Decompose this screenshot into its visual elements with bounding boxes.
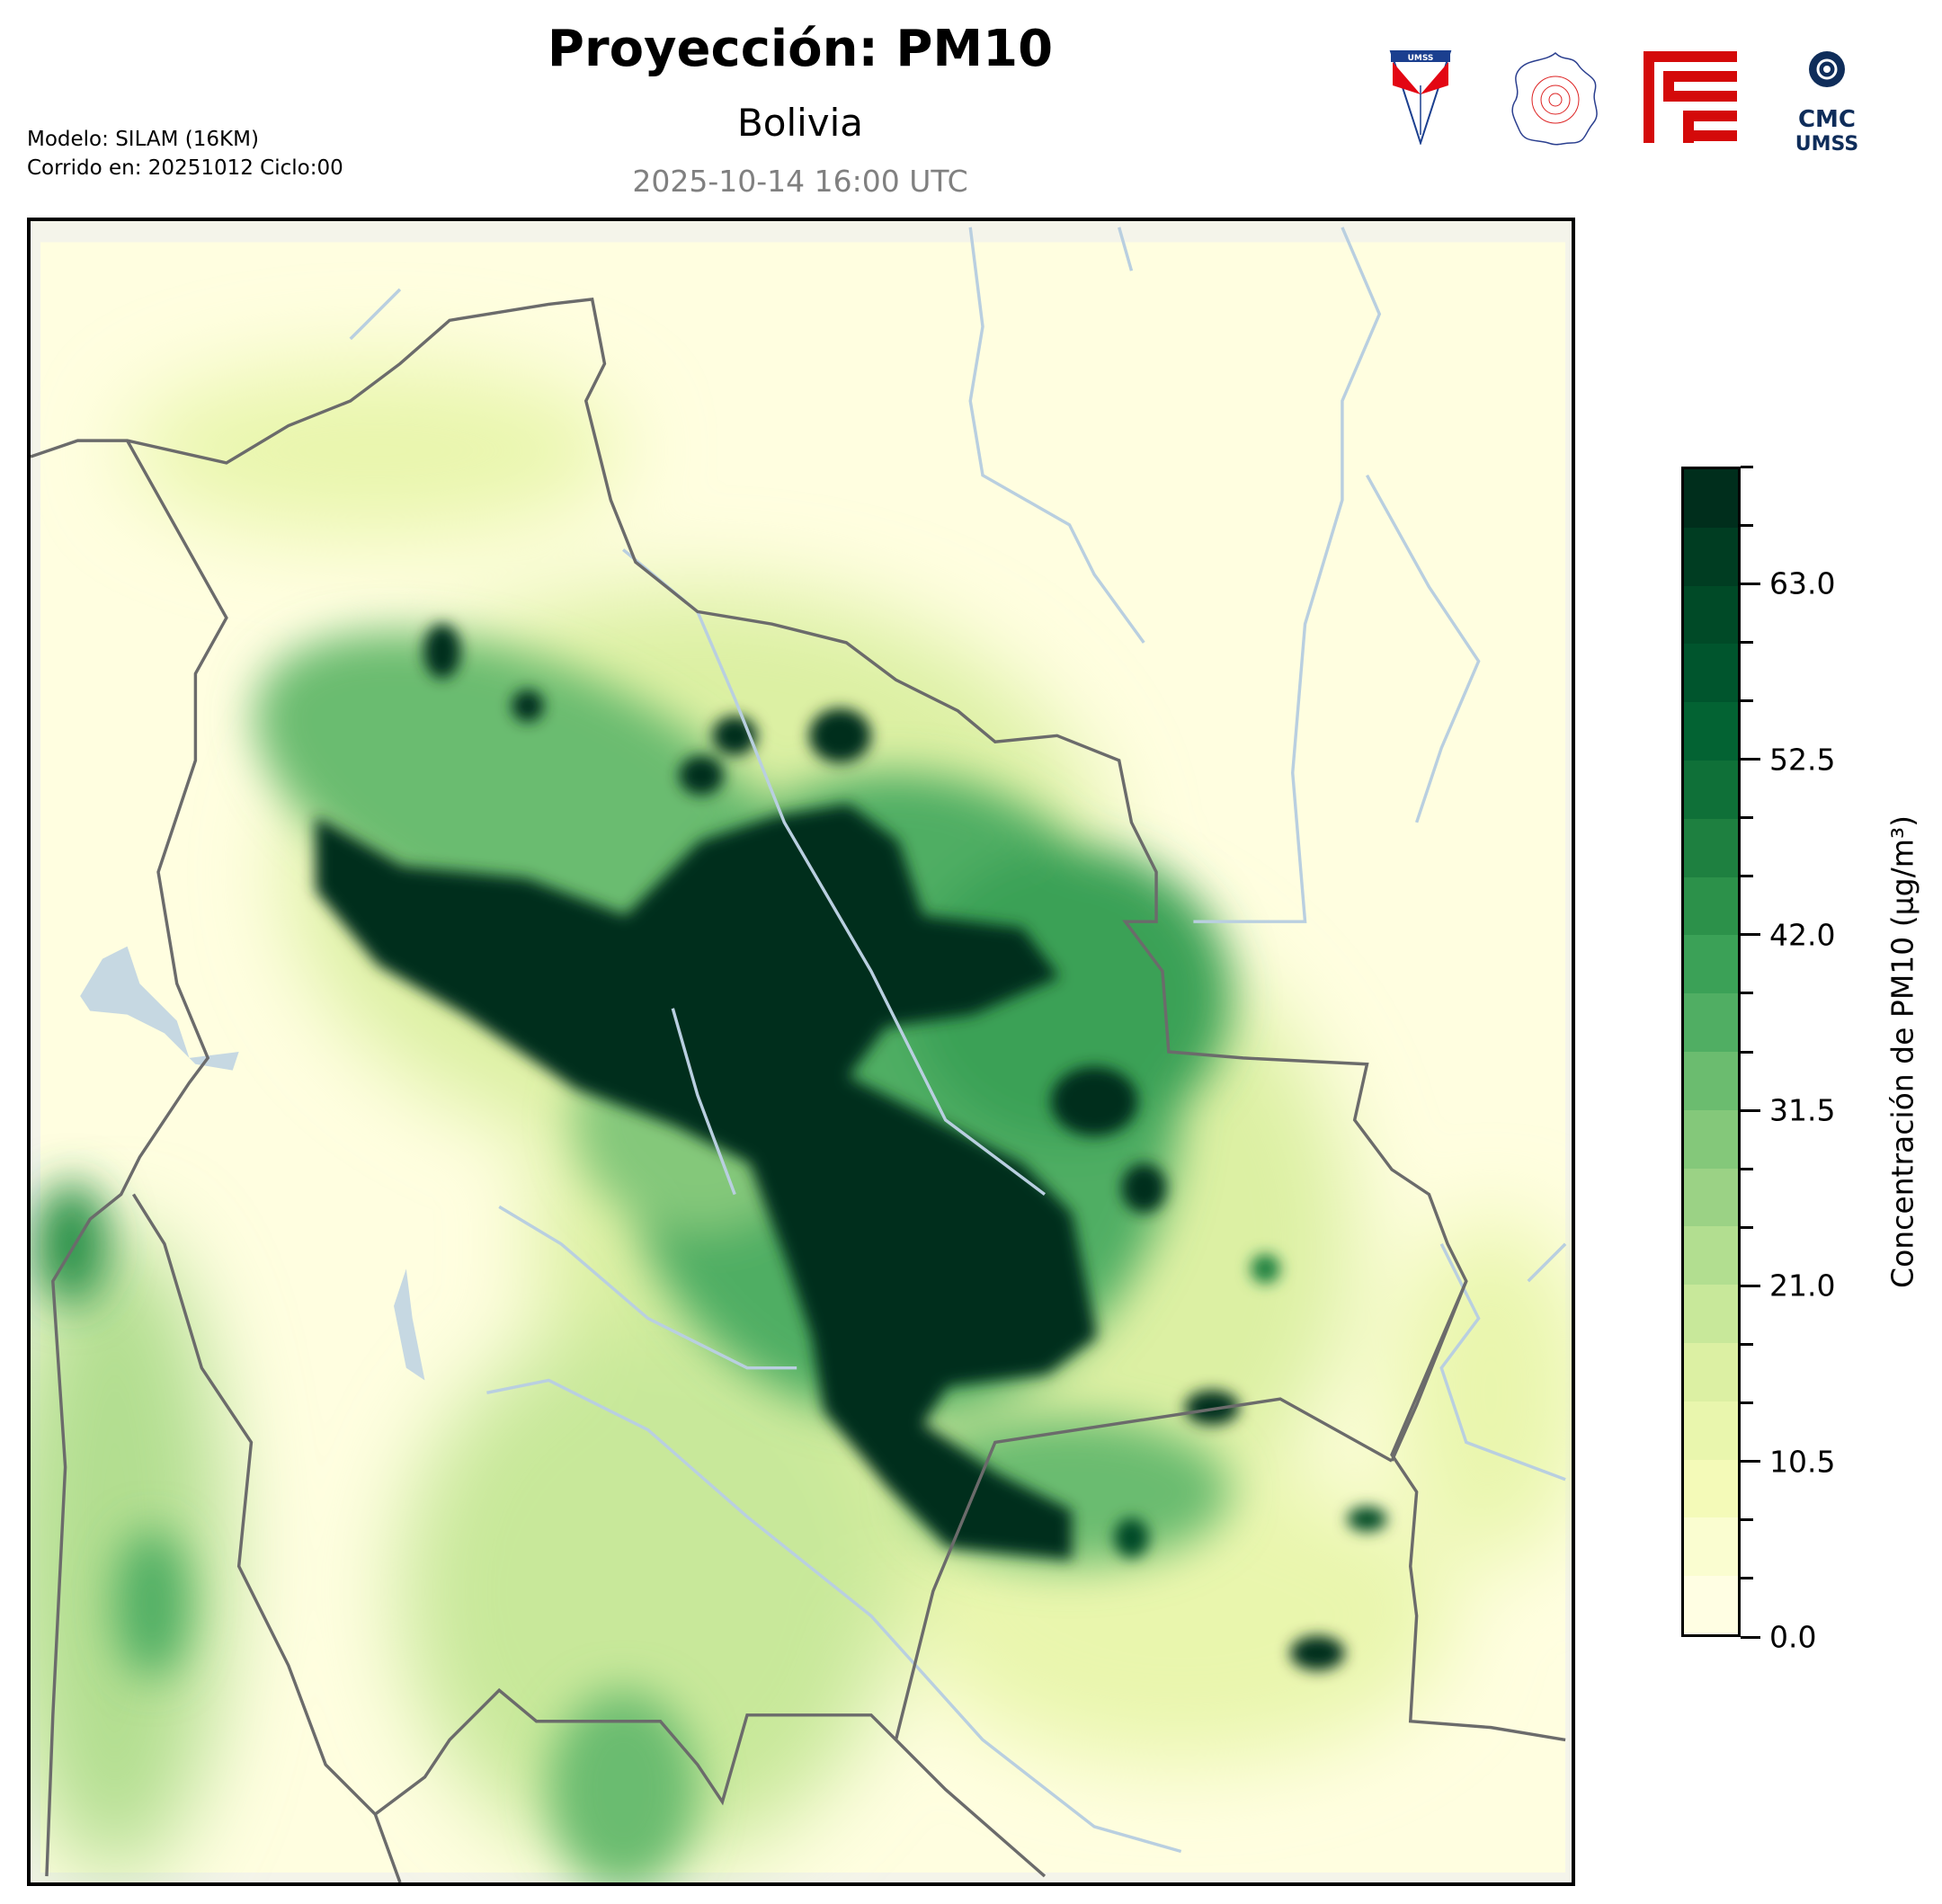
colorbar-major-tick xyxy=(1741,1635,1760,1639)
colorbar-band xyxy=(1684,1401,1738,1460)
colorbar-tick-label: 10.5 xyxy=(1769,1444,1836,1480)
map-canvas xyxy=(31,227,1572,1882)
colorbar-minor-tick xyxy=(1741,1343,1753,1346)
colorbar-major-tick xyxy=(1741,1284,1760,1287)
colorbar-tick-label: 42.0 xyxy=(1769,917,1836,953)
colorbar-band xyxy=(1684,1576,1738,1634)
colorbar-band xyxy=(1684,1459,1738,1518)
colorbar-band xyxy=(1684,818,1738,877)
colorbar-minor-tick xyxy=(1741,875,1753,878)
colorbar-tick-label: 21.0 xyxy=(1769,1268,1836,1303)
colorbar-band xyxy=(1684,1168,1738,1227)
colorbar-minor-tick xyxy=(1741,1225,1753,1229)
svg-text:UMSS: UMSS xyxy=(1795,133,1858,156)
colorbar-major-tick xyxy=(1741,933,1760,937)
colorbar-band xyxy=(1684,1285,1738,1344)
colorbar-band xyxy=(1684,1343,1738,1401)
colorbar-minor-tick xyxy=(1741,1518,1753,1522)
run-info: Corrido en: 20251012 Ciclo:00 xyxy=(27,156,343,180)
colorbar-minor-tick xyxy=(1741,816,1753,820)
colorbar-minor-tick xyxy=(1741,1401,1753,1405)
colorbar-band xyxy=(1684,527,1738,586)
colorbar-minor-tick xyxy=(1741,698,1753,702)
model-info: Modelo: SILAM (16KM) xyxy=(27,128,259,151)
colorbar-band xyxy=(1684,702,1738,761)
lakes xyxy=(80,946,425,1381)
colorbar-minor-tick xyxy=(1741,992,1753,995)
colorbar-band xyxy=(1684,469,1738,528)
colorbar-tick-label: 63.0 xyxy=(1769,565,1836,601)
colorbar-band xyxy=(1684,1226,1738,1286)
colorbar-band xyxy=(1684,1052,1738,1110)
colorbar-band xyxy=(1684,935,1738,994)
colorbar-major-tick xyxy=(1741,1460,1760,1464)
svg-text:UMSS: UMSS xyxy=(1408,54,1434,63)
pm10-map[interactable] xyxy=(27,218,1575,1886)
svg-text:CMC: CMC xyxy=(1798,106,1856,133)
colorbar-minor-tick xyxy=(1741,1577,1753,1580)
colorbar-label: Concentración de PM10 (µg/m³) xyxy=(1884,815,1920,1288)
colorbar-band xyxy=(1684,876,1738,936)
colorbar-band xyxy=(1684,1517,1738,1577)
region-subtitle: Bolivia xyxy=(736,101,864,145)
colorbar-band xyxy=(1684,993,1738,1053)
country-borders xyxy=(31,297,1566,1882)
colorbar-major-tick xyxy=(1741,758,1760,761)
colorbar-tick-label: 52.5 xyxy=(1769,742,1836,777)
colorbar-major-tick xyxy=(1741,582,1760,585)
colorbar-minor-tick xyxy=(1741,640,1753,644)
colorbar-minor-tick xyxy=(1741,523,1753,527)
colorbar-band xyxy=(1684,585,1738,645)
colorbar-tick-label: 31.5 xyxy=(1769,1092,1836,1128)
colorbar-ticks: 0.0 10.5 21.0 31.5 42.0 52.5 63.0 xyxy=(1741,465,1920,1655)
colorbar-tick-label: 0.0 xyxy=(1769,1619,1817,1655)
cmc-umss-logo: CMC UMSS xyxy=(1795,51,1858,156)
colorbar-minor-tick xyxy=(1741,1050,1753,1054)
fcyt-emblem-logo xyxy=(1644,51,1737,143)
colorbar-minor-tick xyxy=(1741,465,1753,468)
physics-department-seal-logo xyxy=(1511,51,1598,146)
umss-shield-logo: UMSS xyxy=(1389,50,1452,145)
colorbar xyxy=(1681,467,1741,1637)
chart-title: Proyección: PM10 xyxy=(547,20,1054,78)
colorbar-minor-tick xyxy=(1741,1167,1753,1170)
colorbar-band xyxy=(1684,1109,1738,1169)
colorbar-band xyxy=(1684,644,1738,703)
pm10-dense-plume xyxy=(316,624,1387,1671)
colorbar-band xyxy=(1684,761,1738,819)
valid-time: 2025-10-14 16:00 UTC xyxy=(632,164,968,199)
colorbar-major-tick xyxy=(1741,1108,1760,1112)
